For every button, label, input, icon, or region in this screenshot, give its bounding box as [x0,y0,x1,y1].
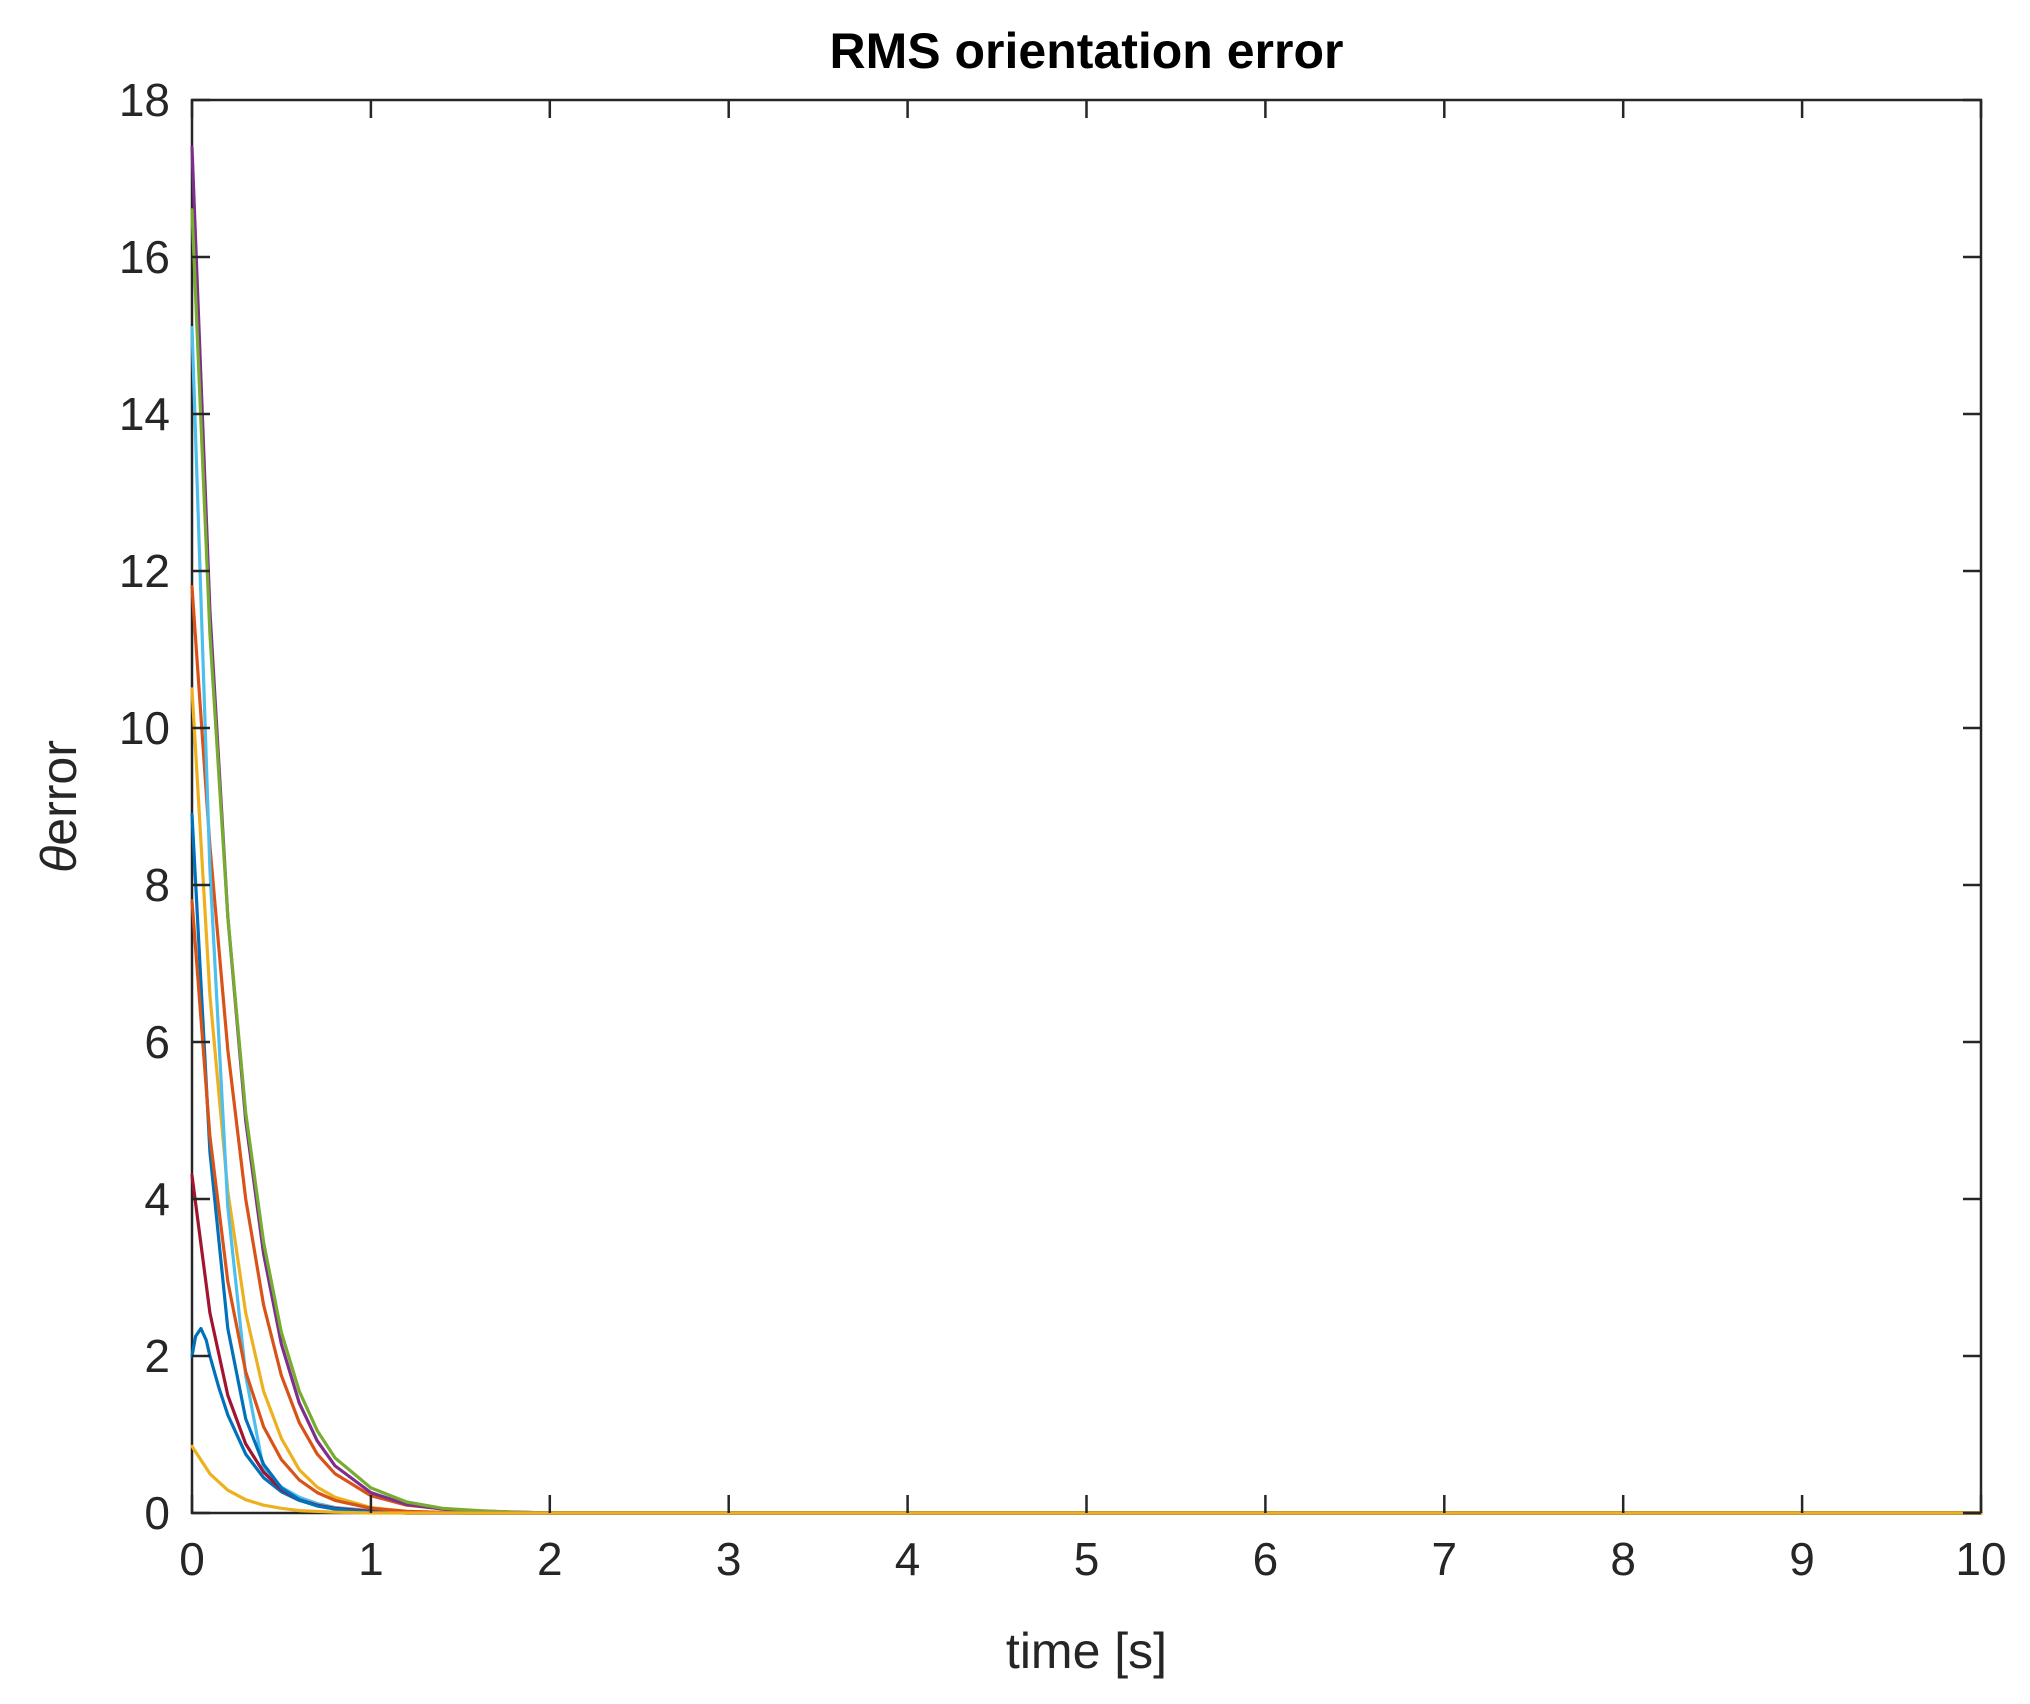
plot-area [190,98,1983,1515]
y-tick-label-5: 10 [119,702,170,754]
y-tick-label-4: 8 [144,859,170,911]
y-tick-label-8: 16 [119,231,170,283]
x-tick-label-6: 6 [1253,1533,1279,1585]
series-line-10 [190,1444,1983,1515]
x-tick-label-1: 1 [358,1533,384,1585]
x-tick-label-5: 5 [1074,1533,1100,1585]
series-line-5 [190,208,1983,1515]
x-tick-label-10: 10 [1955,1533,2006,1585]
y-tick-label-0: 0 [144,1487,170,1539]
x-tick-label-4: 4 [895,1533,921,1585]
y-axis-label-text: error [31,740,87,846]
y-tick-label-3: 6 [144,1016,170,1068]
y-axis-label-symbol: θ [31,846,87,873]
x-axis-label: time [s] [1006,1623,1167,1679]
chart-title: RMS orientation error [830,23,1344,79]
x-tick-label-9: 9 [1789,1533,1815,1585]
y-tick-label-1: 2 [144,1330,170,1382]
x-tick-label-8: 8 [1610,1533,1636,1585]
x-tick-label-2: 2 [537,1533,563,1585]
series-group [190,145,1983,1515]
x-tick-label-3: 3 [716,1533,742,1585]
y-tick-label-7: 14 [119,388,170,440]
y-tick-label-6: 12 [119,545,170,597]
y-tick-label-9: 18 [119,74,170,126]
y-axis-label: θerror [31,740,87,873]
y-tick-label-2: 4 [144,1173,170,1225]
x-tick-label-0: 0 [179,1533,205,1585]
x-tick-label-7: 7 [1432,1533,1458,1585]
